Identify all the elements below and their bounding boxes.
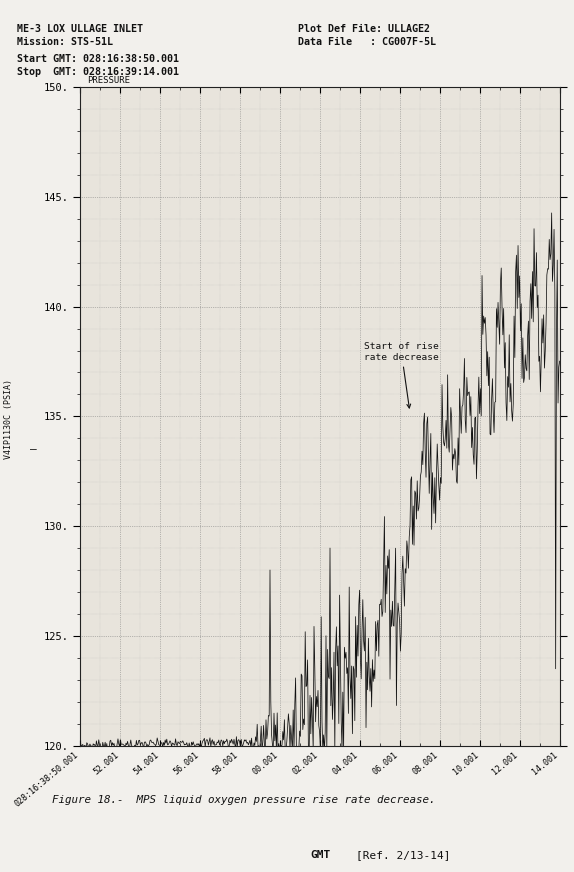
Text: Mission: STS-51L: Mission: STS-51L bbox=[17, 37, 113, 47]
X-axis label: GMT: GMT bbox=[310, 850, 330, 861]
Text: Start of rise
rate decrease: Start of rise rate decrease bbox=[364, 342, 439, 408]
Text: Plot Def File: ULLAGE2: Plot Def File: ULLAGE2 bbox=[298, 24, 430, 34]
Text: Figure 18.-  MPS liquid oxygen pressure rise rate decrease.: Figure 18.- MPS liquid oxygen pressure r… bbox=[52, 795, 435, 805]
Text: V4IP1130C (PSIA): V4IP1130C (PSIA) bbox=[4, 378, 13, 459]
Text: [Ref. 2/13-14]: [Ref. 2/13-14] bbox=[356, 850, 451, 860]
Text: ME-3 LOX ULLAGE INLET: ME-3 LOX ULLAGE INLET bbox=[17, 24, 144, 34]
Text: —: — bbox=[30, 444, 37, 454]
Text: PRESSURE: PRESSURE bbox=[88, 76, 130, 85]
Text: Data File   : CG007F-5L: Data File : CG007F-5L bbox=[298, 37, 436, 47]
Text: Start GMT: 028:16:38:50.001: Start GMT: 028:16:38:50.001 bbox=[17, 54, 179, 64]
Text: Stop  GMT: 028:16:39:14.001: Stop GMT: 028:16:39:14.001 bbox=[17, 67, 179, 77]
